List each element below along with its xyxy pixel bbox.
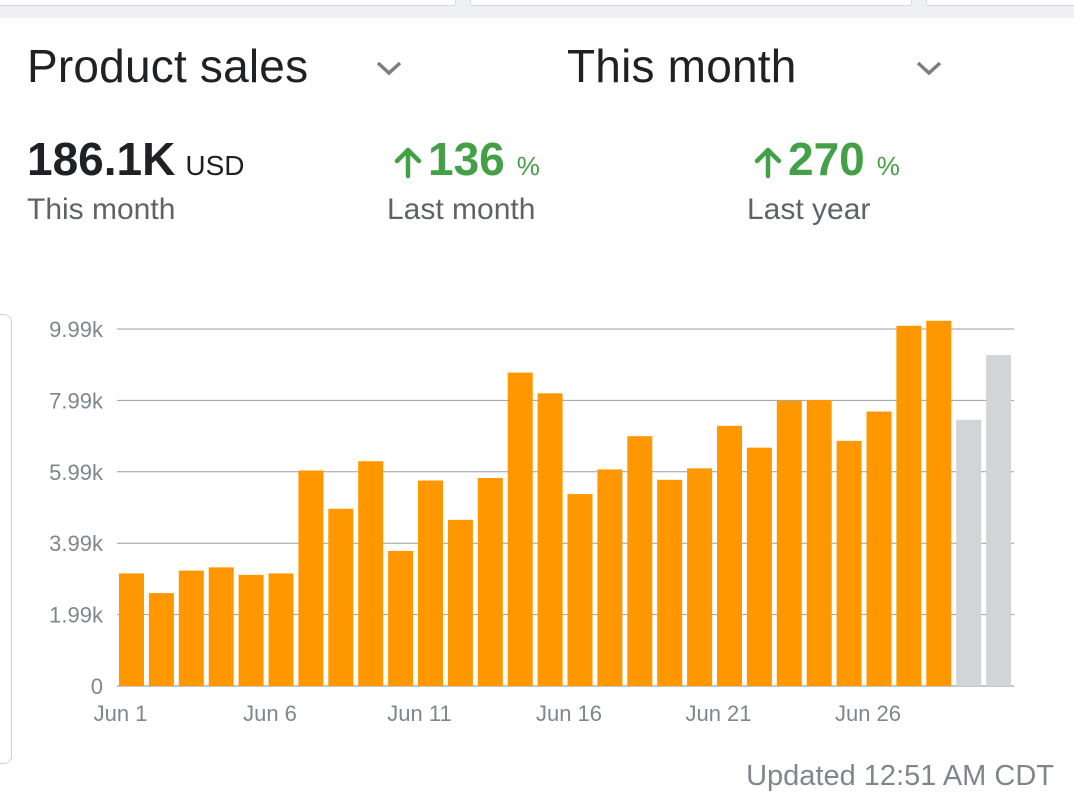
chevron-down-icon [916, 61, 942, 76]
x-tick-label: Jun 21 [685, 701, 751, 726]
top-card-center[interactable] [470, 0, 912, 6]
y-tick-label: 0 [91, 674, 103, 699]
chevron-down-icon [376, 61, 402, 76]
last-year-change: 270 % [750, 132, 900, 186]
arrow-up-icon [754, 147, 782, 179]
x-tick-label: Jun 16 [536, 701, 602, 726]
current-sales-value: 186.1K USD [27, 132, 244, 186]
chart-side-bracket [0, 314, 12, 764]
top-card-strip [0, 0, 1074, 18]
x-tick-label: Jun 26 [835, 701, 901, 726]
sales-bar[interactable] [687, 468, 713, 686]
last-month-label: Last month [387, 193, 536, 226]
sales-bar[interactable] [776, 400, 802, 686]
last-year-change-unit: % [876, 151, 900, 181]
sales-bar[interactable] [507, 372, 533, 686]
period-selector-label: This month [567, 40, 797, 92]
sales-bar[interactable] [238, 574, 264, 686]
last-month-change: 136 % [390, 132, 540, 186]
last-year-label: Last year [747, 193, 871, 226]
chart-grid [117, 328, 1014, 687]
sales-bar[interactable] [208, 567, 234, 686]
y-tick-label: 7.99k [49, 388, 104, 413]
sales-bar[interactable] [746, 447, 772, 686]
sales-bar[interactable] [806, 400, 832, 686]
x-tick-label: Jun 11 [387, 701, 451, 726]
sales-bar[interactable] [657, 479, 683, 686]
sales-bar[interactable] [537, 393, 563, 686]
projected-bar[interactable] [986, 355, 1012, 686]
arrow-up-icon [394, 147, 422, 179]
top-card-left[interactable] [0, 0, 456, 6]
sales-bar[interactable] [717, 425, 742, 686]
sales-bar[interactable] [477, 478, 503, 686]
last-month-change-value: 136 [428, 133, 505, 185]
y-tick-label: 1.99k [49, 603, 104, 628]
current-sales-unit: USD [185, 150, 245, 181]
sales-bar[interactable] [866, 411, 892, 686]
current-sales-amount: 186.1K [27, 133, 176, 185]
sales-bar[interactable] [418, 480, 443, 686]
metric-selector-label: Product sales [27, 40, 309, 92]
last-month-change-unit: % [516, 151, 540, 181]
sales-bar[interactable] [268, 573, 294, 686]
sales-bar[interactable] [178, 570, 204, 686]
y-tick-label: 3.99k [49, 531, 104, 556]
sales-bar[interactable] [597, 469, 623, 686]
current-sales-label: This month [27, 193, 176, 226]
sales-bar[interactable] [148, 593, 174, 686]
sales-bar[interactable] [926, 320, 952, 686]
sales-bar[interactable] [567, 494, 593, 686]
sales-bar[interactable] [627, 436, 653, 686]
sales-bar[interactable] [836, 440, 862, 686]
x-tick-label: Jun 6 [243, 701, 297, 726]
y-tick-label: 5.99k [49, 460, 104, 485]
top-card-right[interactable] [926, 0, 1074, 6]
sales-bar[interactable] [388, 550, 414, 686]
projected-bar[interactable] [956, 419, 982, 686]
x-tick-label: Jun 1 [94, 701, 148, 726]
sales-bar[interactable] [298, 470, 324, 686]
chart-axis-labels: 0 1.99k 3.99k 5.99k 7.99k 9.99k Jun 1 Jun 6 Jun … [49, 317, 901, 726]
sales-bar[interactable] [328, 508, 354, 686]
sales-bar[interactable] [447, 519, 473, 686]
sales-bar[interactable] [119, 573, 144, 686]
metric-selector[interactable]: Product sales [27, 36, 419, 96]
sales-bar[interactable] [896, 325, 922, 686]
updated-timestamp: Updated 12:51 AM CDT [746, 760, 1054, 792]
period-selector[interactable]: This month [567, 36, 959, 96]
sales-bar[interactable] [358, 461, 384, 686]
last-year-change-value: 270 [788, 133, 865, 185]
chart-bars [119, 320, 1012, 686]
y-tick-label: 9.99k [49, 317, 104, 342]
